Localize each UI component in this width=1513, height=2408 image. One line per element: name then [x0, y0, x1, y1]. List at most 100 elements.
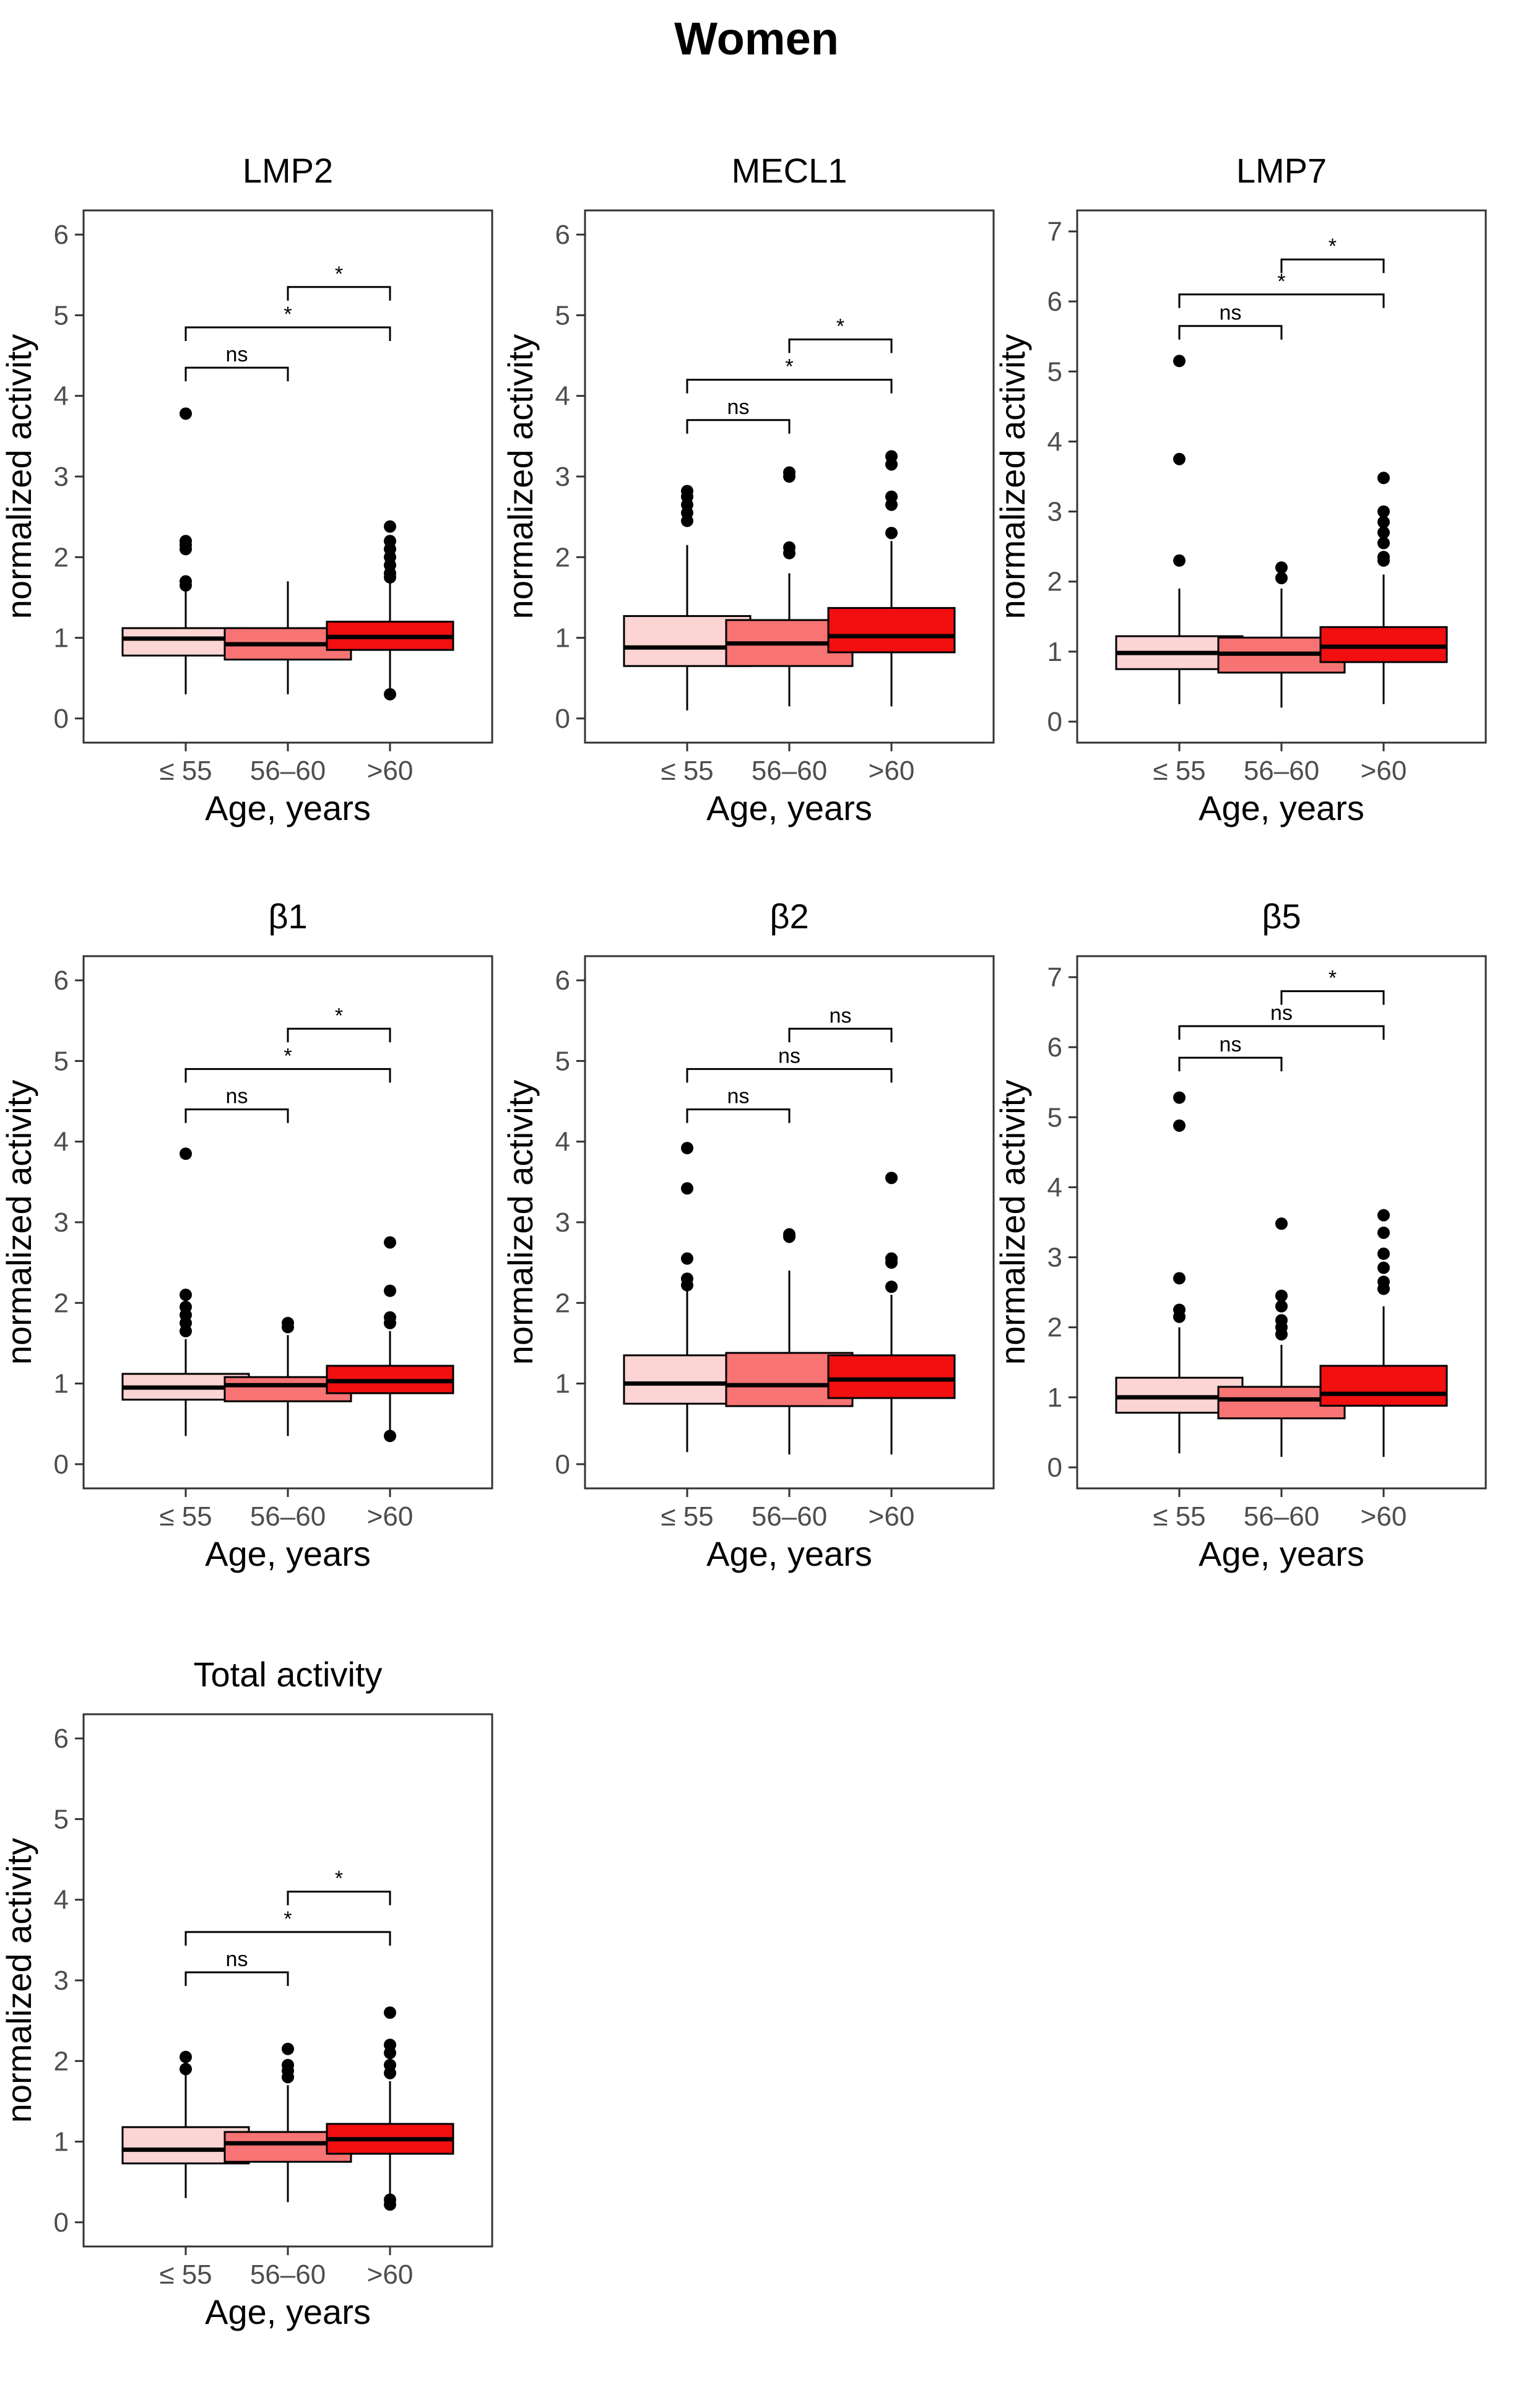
significance-label: ns: [1220, 301, 1242, 325]
outlier-point: [1377, 1226, 1390, 1239]
panel-5: β5 0 1 2 3 4 5 6 7 normalized activity ≤ 55 56–60 >6…: [993, 897, 1487, 1573]
x-tick-label: 56–60: [1244, 756, 1319, 786]
outlier-point: [1377, 1247, 1390, 1260]
significance-bracket: [686, 1068, 893, 1083]
outlier-point: [384, 1236, 396, 1249]
significance-bracket: [1280, 990, 1385, 1005]
significance-bracket: [287, 1027, 391, 1043]
outlier-point: [384, 520, 396, 533]
significance-bracket: [1178, 293, 1385, 308]
outlier-point: [885, 527, 898, 540]
box-2: [827, 1354, 956, 1399]
significance-label: ns: [1220, 1033, 1242, 1056]
y-tick-label: 6: [555, 965, 570, 996]
y-tick-label: 4: [555, 381, 570, 412]
outlier-point: [384, 2058, 396, 2071]
y-tick-label: 4: [54, 1127, 69, 1157]
outlier-point: [282, 2058, 294, 2071]
significance-bracket: [184, 1108, 289, 1123]
y-tick-label: 6: [555, 220, 570, 250]
outlier-point: [1173, 1303, 1186, 1316]
significance-bracket: [686, 379, 893, 394]
x-tick-label: 56–60: [752, 1501, 827, 1532]
box-2: [827, 606, 956, 654]
panel-6: Total activity 0 1 2 3 4 5 6 normalized activity…: [0, 1655, 493, 2331]
x-tick-label: >60: [367, 2259, 414, 2290]
panel-4: β2 0 1 2 3 4 5 6 normalized activity ≤ 55 56–60 >60…: [501, 897, 995, 1573]
significance-bracket: [788, 338, 893, 353]
outlier-point: [1377, 537, 1390, 550]
significance-bracket: [287, 1891, 391, 1905]
outlier-point: [180, 535, 192, 548]
significance-bracket: [686, 419, 791, 434]
y-tick-label: 0: [1047, 707, 1062, 737]
outlier-point: [681, 1182, 693, 1195]
panel-title: LMP2: [243, 151, 333, 190]
outlier-point: [885, 1172, 898, 1185]
significance-bracket: [287, 286, 391, 301]
figure-title: Women: [674, 13, 839, 64]
outlier-point: [180, 407, 192, 420]
x-tick-label: ≤ 55: [1153, 1501, 1205, 1532]
significance-bracket: [1280, 258, 1385, 274]
outlier-point: [180, 1288, 192, 1301]
y-tick-label: 6: [54, 965, 69, 996]
significance-bracket: [788, 1027, 893, 1043]
x-tick-label: >60: [367, 1501, 414, 1532]
y-tick-label: 0: [1047, 1452, 1062, 1483]
panel-title: β1: [268, 897, 307, 936]
outlier-point: [384, 2193, 396, 2206]
y-tick-label: 2: [1047, 1313, 1062, 1343]
significance-label: ns: [727, 395, 750, 419]
outlier-point: [1173, 452, 1186, 465]
significance-label: *: [836, 314, 844, 338]
x-tick-label: 56–60: [250, 1501, 326, 1532]
y-tick-label: 5: [54, 300, 69, 330]
y-axis-label: normalized activity: [993, 1080, 1032, 1365]
x-tick-label: ≤ 55: [159, 756, 212, 786]
y-tick-label: 1: [555, 1369, 570, 1399]
outlier-point: [681, 485, 693, 498]
significance-bracket: [184, 326, 391, 341]
y-tick-label: 2: [555, 542, 570, 572]
significance-label: ns: [778, 1044, 800, 1068]
significance-label: *: [785, 355, 793, 379]
x-tick-label: 56–60: [1244, 1501, 1319, 1532]
significance-label: ns: [226, 1085, 248, 1108]
outlier-point: [1377, 1261, 1390, 1274]
y-tick-label: 3: [54, 1207, 69, 1238]
y-tick-label: 5: [555, 300, 570, 330]
significance-label: *: [335, 262, 343, 286]
outlier-point: [1173, 355, 1186, 368]
y-tick-label: 5: [54, 1804, 69, 1834]
y-tick-label: 4: [1047, 426, 1062, 457]
y-tick-label: 4: [1047, 1172, 1062, 1202]
outlier-point: [1275, 1217, 1288, 1230]
outlier-point: [1377, 505, 1390, 518]
y-tick-label: 2: [54, 1288, 69, 1318]
outlier-point: [180, 1147, 192, 1160]
significance-bracket: [1178, 1056, 1283, 1072]
outlier-point: [885, 450, 898, 463]
outlier-point: [1377, 1275, 1390, 1288]
panel-3: β1 0 1 2 3 4 5 6 normalized activity ≤ 55 56–60 >60…: [0, 897, 493, 1573]
panel-title: MECL1: [732, 151, 848, 190]
significance-label: *: [284, 1044, 292, 1068]
y-tick-label: 4: [54, 1885, 69, 1915]
y-tick-label: 7: [1047, 217, 1062, 247]
significance-bracket: [184, 1971, 289, 1986]
x-tick-label: 56–60: [752, 756, 827, 786]
significance-bracket: [184, 1931, 391, 1946]
y-axis-label: normalized activity: [993, 334, 1032, 619]
y-tick-label: 7: [1047, 962, 1062, 993]
outlier-point: [384, 1284, 396, 1297]
outlier-point: [384, 2006, 396, 2019]
y-tick-label: 2: [555, 1288, 570, 1318]
outlier-point: [681, 1272, 693, 1285]
significance-label: *: [335, 1867, 343, 1891]
x-tick-label: ≤ 55: [1153, 756, 1205, 786]
y-tick-label: 5: [54, 1046, 69, 1076]
significance-bracket: [184, 1068, 391, 1083]
x-tick-label: >60: [1361, 1501, 1407, 1532]
